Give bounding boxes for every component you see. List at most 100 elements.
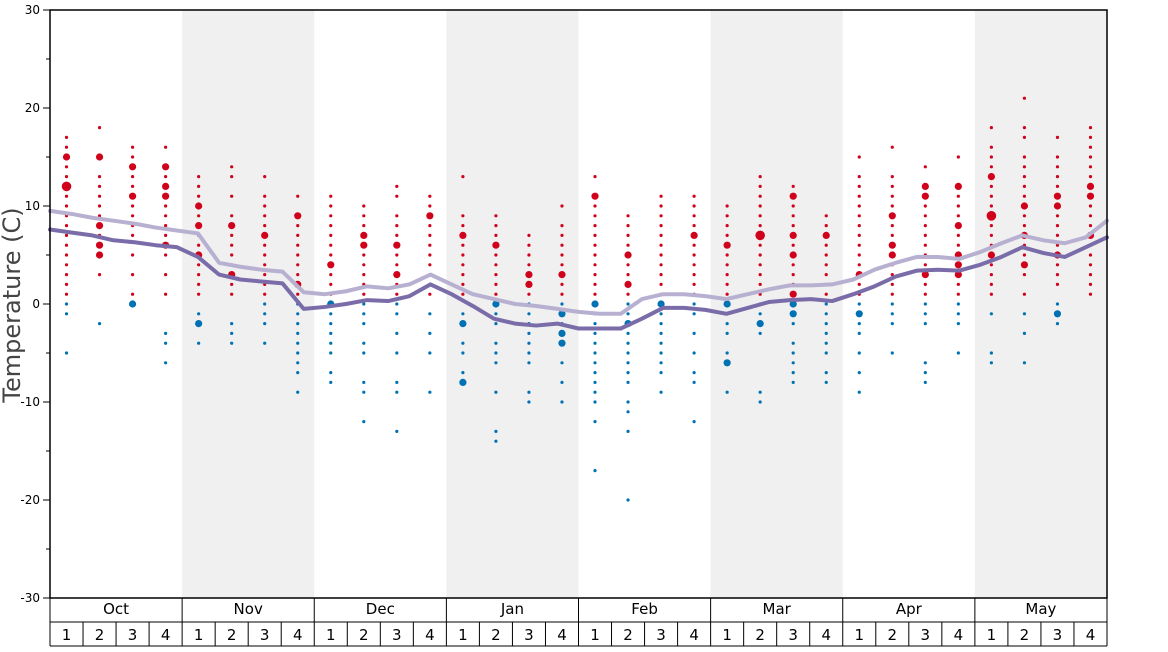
temperature-dot [989, 312, 993, 316]
temperature-dot [857, 175, 861, 179]
temperature-dot [986, 211, 997, 221]
temperature-dot [1088, 155, 1093, 159]
temperature-dot [692, 224, 696, 228]
temperature-dot [593, 263, 597, 267]
temperature-dot [494, 439, 498, 443]
temperature-dot [296, 361, 300, 365]
temperature-dot [659, 204, 663, 208]
y-axis-label: Temperature (C) [0, 207, 26, 403]
temperature-dot [230, 175, 234, 179]
temperature-dot [195, 202, 203, 210]
temperature-dot [263, 253, 267, 257]
temperature-dot [1055, 322, 1060, 326]
temperature-dot [857, 371, 861, 375]
temperature-dot [824, 380, 828, 384]
temperature-dot [923, 224, 927, 228]
temperature-dot [1022, 126, 1027, 130]
temperature-dot [64, 145, 69, 149]
trend-lines [48, 208, 1109, 331]
temperature-dot [923, 361, 927, 365]
y-tick-label: 10 [25, 199, 40, 213]
week-label: 2 [359, 626, 369, 644]
temperature-dot [261, 231, 269, 239]
temperature-dot [97, 126, 102, 130]
temperature-dot [956, 243, 960, 247]
temperature-dot [494, 273, 498, 277]
temperature-dot [1088, 145, 1093, 149]
week-label: 1 [854, 626, 864, 644]
temperature-dot [923, 312, 927, 316]
temperature-dot [130, 273, 135, 277]
temperature-dot [1055, 243, 1060, 247]
temperature-dot [130, 233, 135, 237]
temperature-dot [1022, 165, 1027, 169]
temperature-dot [626, 361, 630, 365]
temperature-dot [329, 341, 333, 345]
temperature-dot [329, 224, 333, 228]
temperature-dot [857, 204, 861, 208]
temperature-dot [527, 361, 531, 365]
temperature-dot [758, 175, 762, 179]
y-tick-label: 30 [25, 3, 40, 17]
temperature-dot [923, 165, 927, 169]
temperature-dot [593, 243, 597, 247]
temperature-dot [692, 312, 696, 316]
temperature-dot [659, 194, 663, 198]
temperature-dot [822, 231, 830, 239]
temperature-dot [362, 214, 366, 218]
temperature-dot [593, 351, 597, 355]
temperature-dot [758, 204, 762, 208]
temperature-dot [527, 331, 531, 335]
temperature-dot [1088, 204, 1093, 208]
temperature-dot [130, 175, 135, 179]
temperature-dot [494, 282, 498, 286]
temperature-dot [692, 273, 696, 277]
temperature-dot [263, 204, 267, 208]
temperature-dot [954, 182, 962, 190]
temperature-dot [95, 222, 104, 230]
temperature-dot [725, 351, 729, 355]
temperature-dot [692, 243, 696, 247]
temperature-dot [758, 214, 762, 218]
temperature-dot [395, 292, 399, 296]
temperature-dot [989, 224, 993, 228]
temperature-dot [758, 400, 762, 404]
y-tick-label: -30 [20, 591, 40, 605]
temperature-dot [956, 302, 960, 306]
temperature-dot [824, 302, 828, 306]
temperature-dot [857, 253, 861, 257]
week-label: 1 [590, 626, 600, 644]
temperature-dot [1055, 273, 1060, 277]
temperature-dot [593, 371, 597, 375]
y-tick-label: 0 [32, 297, 40, 311]
temperature-dot [789, 290, 797, 298]
temperature-dot [296, 331, 300, 335]
temperature-dot [725, 292, 729, 296]
temperature-dot [162, 192, 170, 200]
temperature-dot [690, 231, 698, 239]
temperature-dot [725, 263, 729, 267]
temperature-dot [791, 351, 795, 355]
temperature-dot [758, 263, 762, 267]
temperature-dot [64, 165, 69, 169]
temperature-dot [923, 302, 927, 306]
temperature-dot [791, 361, 795, 365]
temperature-dot [725, 331, 729, 335]
temperature-dot [1088, 135, 1093, 139]
temperature-dot [362, 253, 366, 257]
temperature-dot [659, 341, 663, 345]
temperature-dot [1022, 273, 1027, 277]
temperature-dot [923, 282, 927, 286]
week-label: 4 [425, 626, 435, 644]
temperature-dot [989, 194, 993, 198]
temperature-dot [857, 282, 861, 286]
temperature-dot [95, 251, 104, 259]
temperature-dot [296, 224, 300, 228]
temperature-dot [692, 371, 696, 375]
temperature-dot [527, 341, 531, 345]
temperature-dot [921, 271, 929, 279]
temperature-dot [626, 214, 630, 218]
temperature-dot [558, 329, 566, 337]
temperature-dot [461, 341, 465, 345]
temperature-dot [296, 341, 300, 345]
